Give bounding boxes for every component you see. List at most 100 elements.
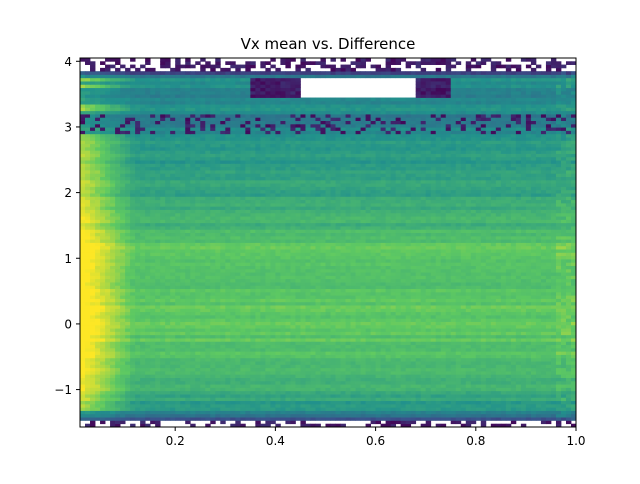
heatmap-cell <box>445 314 452 319</box>
heatmap-cell <box>340 394 346 398</box>
heatmap-cell <box>325 361 331 365</box>
heatmap-cell <box>220 351 226 355</box>
heatmap-cell <box>290 400 296 405</box>
heatmap-cell <box>290 410 296 415</box>
heatmap-cell <box>80 407 86 411</box>
heatmap-cell <box>500 321 507 326</box>
heatmap-cell <box>455 262 462 266</box>
heatmap-cell <box>215 324 221 329</box>
heatmap-cell <box>315 357 321 362</box>
heatmap-cell <box>130 338 136 342</box>
heatmap-cell <box>395 278 402 283</box>
heatmap-cell <box>500 354 507 359</box>
heatmap-cell <box>170 377 176 382</box>
heatmap-cell <box>225 361 231 365</box>
heatmap-cell <box>280 351 286 355</box>
heatmap-cell <box>350 285 356 290</box>
heatmap-cell <box>525 387 532 392</box>
heatmap-cell <box>415 262 422 266</box>
heatmap-cell <box>515 374 522 378</box>
heatmap-cell <box>300 377 306 382</box>
heatmap-cell <box>255 417 261 421</box>
heatmap-cell <box>370 384 376 388</box>
heatmap-cell <box>555 311 562 316</box>
heatmap-cell <box>385 361 392 365</box>
heatmap-cell <box>470 278 477 283</box>
heatmap-cell <box>440 338 447 342</box>
heatmap-cell <box>125 262 131 266</box>
heatmap-cell <box>545 397 552 402</box>
heatmap-cell <box>490 268 497 273</box>
heatmap-cell <box>510 344 517 349</box>
heatmap-cell <box>110 341 116 346</box>
heatmap-cell <box>465 331 472 336</box>
heatmap-cell <box>545 331 552 336</box>
heatmap-cell <box>250 400 256 405</box>
heatmap-cell <box>380 397 387 402</box>
heatmap-cell <box>200 387 206 392</box>
heatmap-cell <box>430 403 437 408</box>
heatmap-cell <box>415 308 422 313</box>
heatmap-cell <box>125 413 131 418</box>
heatmap-cell <box>385 305 392 309</box>
heatmap-cell <box>95 377 101 382</box>
heatmap-cell <box>140 374 146 378</box>
heatmap-cell <box>465 298 472 303</box>
heatmap-cell <box>205 384 211 388</box>
heatmap-cell <box>290 331 296 336</box>
heatmap-cell <box>495 351 502 355</box>
heatmap-cell <box>350 374 356 378</box>
heatmap-cell <box>440 364 447 369</box>
heatmap-cell <box>145 364 151 369</box>
heatmap-cell <box>155 423 161 428</box>
heatmap-cell <box>160 305 166 309</box>
heatmap-cell <box>240 321 246 326</box>
heatmap-cell <box>565 328 572 332</box>
heatmap-cell <box>325 357 331 362</box>
heatmap-cell <box>205 258 211 263</box>
heatmap-cell <box>275 268 281 273</box>
heatmap-cell <box>280 308 286 313</box>
heatmap-cell <box>150 357 156 362</box>
heatmap-cell <box>380 268 387 273</box>
heatmap-cell <box>275 311 281 316</box>
heatmap-cell <box>265 370 271 375</box>
heatmap-cell <box>535 394 542 398</box>
heatmap-cell <box>125 255 131 260</box>
heatmap-cell <box>405 410 412 415</box>
heatmap-cell <box>80 347 86 352</box>
heatmap-cell <box>220 403 226 408</box>
heatmap-cell <box>525 338 532 342</box>
heatmap-cell <box>85 308 91 313</box>
heatmap-cell <box>315 423 321 428</box>
heatmap-cell <box>255 387 261 392</box>
heatmap-cell <box>370 407 376 411</box>
heatmap-cell <box>505 357 512 362</box>
heatmap-cell <box>400 308 407 313</box>
heatmap-cell <box>365 291 371 296</box>
heatmap-cell <box>520 387 527 392</box>
heatmap-cell <box>455 410 462 415</box>
heatmap-cell <box>500 407 507 411</box>
heatmap-cell <box>100 308 106 313</box>
heatmap-cell <box>555 308 562 313</box>
heatmap-cell <box>125 265 131 270</box>
heatmap-cell <box>320 394 326 398</box>
heatmap-cell <box>175 403 181 408</box>
heatmap-cell <box>480 354 487 359</box>
heatmap-cell <box>335 305 341 309</box>
heatmap-cell <box>355 417 361 421</box>
heatmap-cell <box>135 305 141 309</box>
heatmap-cell <box>330 361 336 365</box>
heatmap-cell <box>460 394 467 398</box>
heatmap-cell <box>515 295 522 299</box>
heatmap-cell <box>385 357 392 362</box>
heatmap-cell <box>300 390 306 395</box>
heatmap-cell <box>320 407 326 411</box>
heatmap-cell <box>105 258 111 263</box>
heatmap-cell <box>310 374 316 378</box>
heatmap-cell <box>125 321 131 326</box>
heatmap-cell <box>390 354 397 359</box>
heatmap-cell <box>115 397 121 402</box>
heatmap-cell <box>520 394 527 398</box>
